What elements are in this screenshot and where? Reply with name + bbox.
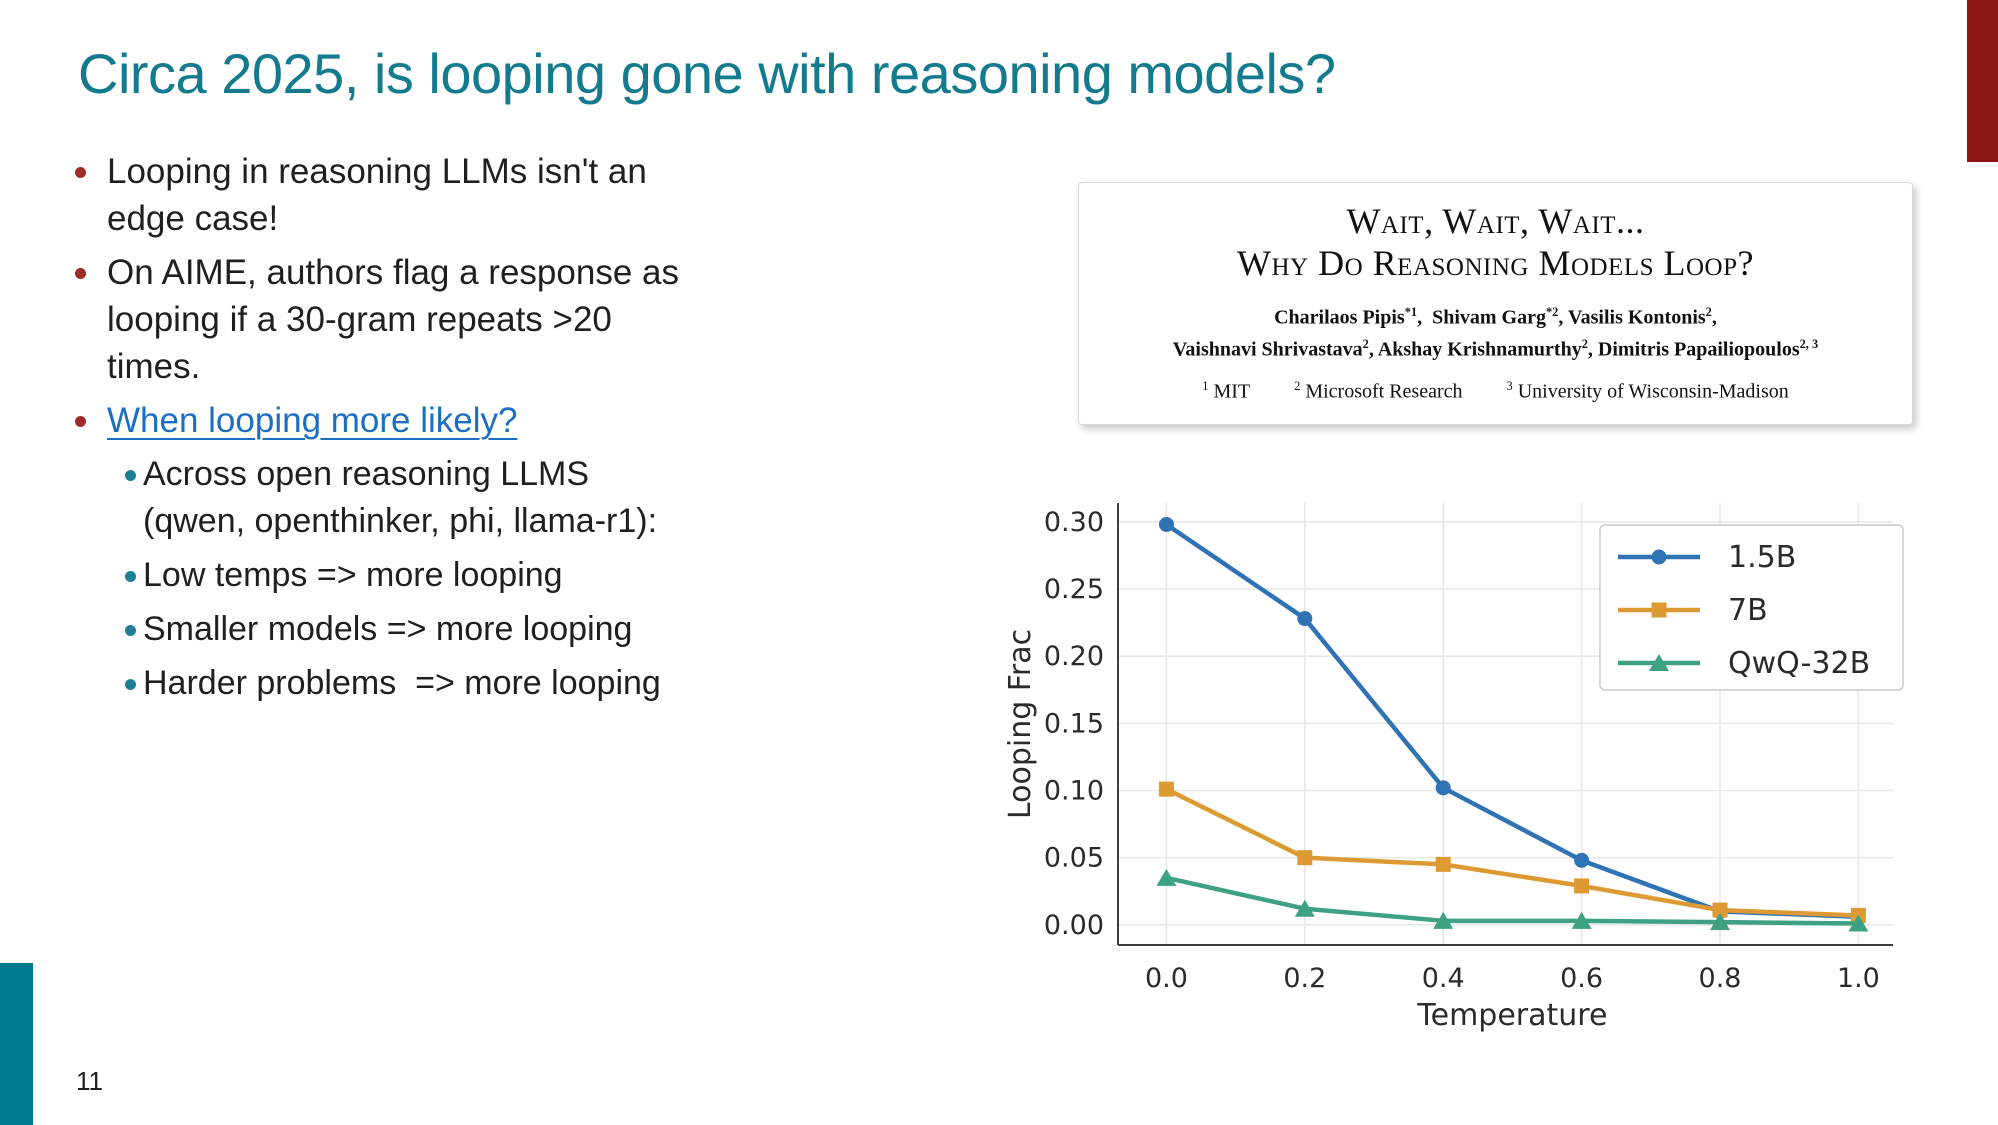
bullet-text: Looping in reasoning LLMs isn't an edge … (107, 152, 647, 238)
affiliation: 1 MIT (1202, 379, 1251, 403)
svg-text:1.0: 1.0 (1837, 963, 1880, 994)
svg-text:0.30: 0.30 (1044, 507, 1104, 538)
page-title: Circa 2025, is looping gone with reasoni… (78, 42, 1336, 105)
sub-bullet-item-harder: Harder problems => more looping (75, 660, 795, 707)
affiliation: 3 University of Wisconsin-Madison (1506, 379, 1789, 403)
bullet-dot-icon (75, 416, 86, 427)
svg-text:0.8: 0.8 (1699, 963, 1742, 994)
svg-text:Looping Frac: Looping Frac (1003, 629, 1038, 819)
svg-text:0.00: 0.00 (1044, 910, 1104, 941)
paper-affiliations: 1 MIT 2 Microsoft Research 3 University of … (1079, 379, 1912, 404)
bullet-item-looping: Looping in reasoning LLMs isn't an edge … (75, 148, 795, 242)
sub-bullet-item-temps: Low temps => more looping (75, 552, 795, 599)
paper-title: Wait, Wait, Wait... Why Do Reasoning Mod… (1079, 200, 1912, 284)
bullet-list: Looping in reasoning LLMs isn't an edge … (75, 148, 795, 714)
sub-bullet-text: Smaller models => more looping (143, 610, 633, 648)
when-looping-link[interactable]: When looping more likely? (107, 401, 518, 440)
sub-bullet-dot-icon (125, 571, 136, 582)
svg-text:0.0: 0.0 (1145, 963, 1188, 994)
svg-text:0.6: 0.6 (1560, 963, 1603, 994)
svg-text:1.5B: 1.5B (1728, 540, 1796, 575)
sub-bullet-item-smaller: Smaller models => more looping (75, 606, 795, 653)
bullet-text: On AIME, authors flag a response as loop… (107, 253, 679, 386)
sub-bullet-item-models: Across open reasoning LLMS (qwen, openth… (75, 451, 795, 545)
bullet-dot-icon (75, 268, 86, 279)
red-accent-bar (1967, 0, 1998, 162)
sub-bullet-dot-icon (125, 625, 136, 636)
svg-text:0.20: 0.20 (1044, 641, 1104, 672)
bullet-item-when-looping: When looping more likely? (75, 397, 795, 444)
svg-text:Temperature: Temperature (1416, 998, 1607, 1033)
svg-text:0.25: 0.25 (1044, 574, 1104, 605)
sub-bullet-dot-icon (125, 470, 136, 481)
sub-bullet-dot-icon (125, 679, 136, 690)
bullet-item-aime: On AIME, authors flag a response as loop… (75, 249, 795, 390)
paper-card: Wait, Wait, Wait... Why Do Reasoning Mod… (1078, 182, 1913, 425)
page-number: 11 (76, 1066, 103, 1096)
svg-text:QwQ-32B: QwQ-32B (1728, 646, 1870, 681)
paper-authors: Charilaos Pipis*1, Shivam Garg*2, Vasili… (1079, 299, 1912, 362)
svg-text:0.4: 0.4 (1422, 963, 1465, 994)
paper-title-line1: Wait, Wait, Wait... (1346, 201, 1645, 241)
svg-text:7B: 7B (1728, 593, 1768, 628)
sub-bullet-text: Harder problems => more looping (143, 664, 661, 702)
svg-text:0.05: 0.05 (1044, 843, 1104, 874)
author-line: Vaishnavi Shrivastava2, Akshay Krishnamu… (1172, 336, 1819, 361)
sub-bullet-text: Low temps => more looping (143, 556, 563, 594)
sub-bullet-text: Across open reasoning LLMS (qwen, openth… (143, 455, 658, 540)
paper-title-line2: Why Do Reasoning Models Loop? (1237, 243, 1754, 283)
svg-text:0.15: 0.15 (1044, 708, 1104, 739)
svg-text:0.2: 0.2 (1283, 963, 1326, 994)
teal-accent-bar (0, 963, 33, 1125)
affiliation: 2 Microsoft Research (1294, 379, 1463, 403)
svg-text:0.10: 0.10 (1044, 776, 1104, 807)
bullet-dot-icon (75, 167, 86, 178)
looping-frac-chart: 0.00 0.05 0.10 0.15 0.20 0.25 0.30 0.0 0.2 0.4 0.6… (1000, 478, 1915, 1043)
author-line: Charilaos Pipis*1, Shivam Garg*2, Vasili… (1274, 305, 1717, 329)
